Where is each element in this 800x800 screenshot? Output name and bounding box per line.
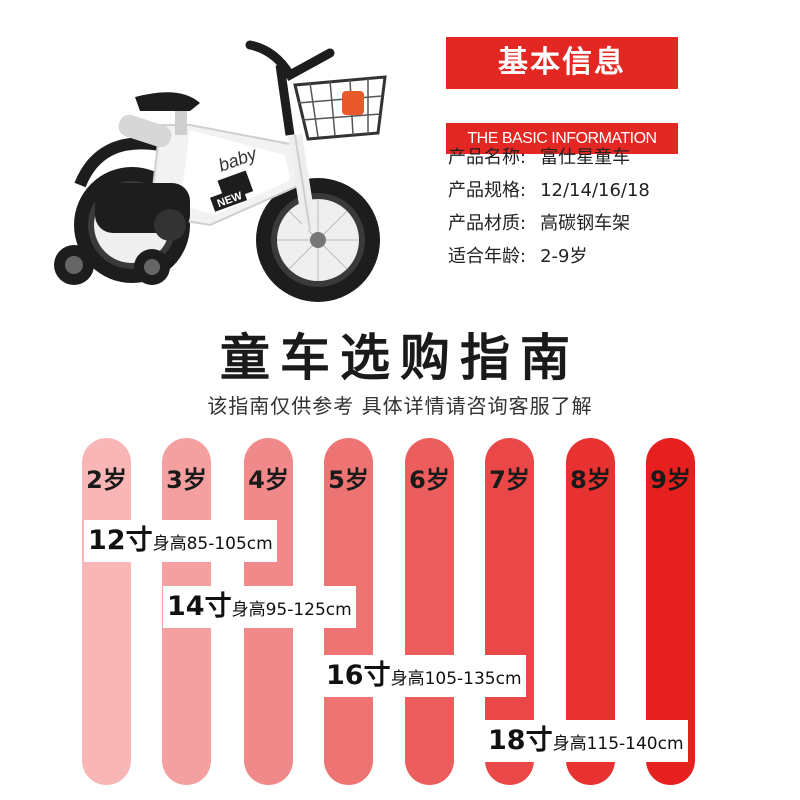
info-title-box: 基本信息 xyxy=(446,37,678,89)
info-row-material: 产品材质: 高碳钢车架 xyxy=(448,209,630,235)
size-tag-16: 16寸身高105-135cm xyxy=(322,655,526,697)
height-range: 身高105-135cm xyxy=(390,669,522,689)
info-value: 2-9岁 xyxy=(540,246,588,267)
info-row-age: 适合年龄: 2-9岁 xyxy=(448,242,587,268)
size-tag-18: 18寸身高115-140cm xyxy=(484,720,688,762)
front-wheel xyxy=(256,178,380,302)
info-value: 12/14/16/18 xyxy=(540,180,650,201)
info-row-name: 产品名称: 富仕星童车 xyxy=(448,143,630,169)
info-key: 产品材质: xyxy=(448,213,527,234)
info-key: 产品名称: xyxy=(448,147,527,168)
size-tag-12: 12寸身高85-105cm xyxy=(84,520,277,562)
info-key: 产品规格: xyxy=(448,180,527,201)
height-range: 身高85-105cm xyxy=(152,534,273,554)
training-wheels xyxy=(54,245,170,285)
age-label: 6岁 xyxy=(409,466,450,494)
size-value: 16寸 xyxy=(326,660,391,691)
info-row-spec: 产品规格: 12/14/16/18 xyxy=(448,176,650,202)
age-label: 4岁 xyxy=(248,466,289,494)
info-value: 高碳钢车架 xyxy=(540,213,631,234)
age-label: 3岁 xyxy=(166,466,207,494)
info-value: 富仕星童车 xyxy=(540,147,631,168)
age-label: 8岁 xyxy=(570,466,611,494)
age-column-2 xyxy=(82,438,131,785)
info-subtitle: THE BASIC INFORMATION xyxy=(467,130,657,147)
height-range: 身高115-140cm xyxy=(552,734,684,754)
info-subtitle-box: THE BASIC INFORMATION xyxy=(446,123,678,154)
size-value: 18寸 xyxy=(488,725,553,756)
guide-title: 童车选购指南 xyxy=(220,329,580,387)
bike-frame xyxy=(95,124,302,241)
bike-illustration: baby NEW xyxy=(54,40,387,302)
age-label: 7岁 xyxy=(489,466,530,494)
age-label: 9岁 xyxy=(650,466,691,494)
guide-subtitle: 该指南仅供参考 具体详情请咨询客服了解 xyxy=(207,394,593,418)
info-title: 基本信息 xyxy=(498,45,626,80)
info-key: 适合年龄: xyxy=(448,246,527,267)
age-column-6 xyxy=(405,438,454,785)
age-label: 2岁 xyxy=(86,466,127,494)
size-value: 14寸 xyxy=(167,591,232,622)
size-value: 12寸 xyxy=(88,525,153,556)
size-tag-14: 14寸身高95-125cm xyxy=(163,586,356,628)
height-range: 身高95-125cm xyxy=(231,600,352,620)
info-header: 基本信息 THE BASIC INFORMATION xyxy=(446,37,678,154)
basket xyxy=(293,75,387,141)
age-label: 5岁 xyxy=(328,466,369,494)
